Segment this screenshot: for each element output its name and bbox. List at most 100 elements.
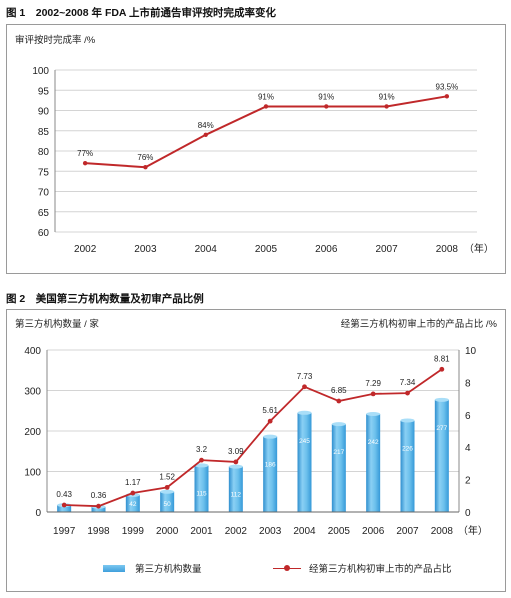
- x-tick-label: 2003: [134, 244, 157, 255]
- data-label: 91%: [379, 92, 395, 101]
- bar-value-label: 50: [164, 501, 172, 508]
- x-tick-label: 2006: [362, 526, 385, 537]
- ratio-point: [199, 457, 204, 463]
- y-tick-label: 60: [38, 228, 50, 239]
- figure1-line-chart: 60 65 70 75 80 85 90 95 100 2002 2003 2004 2005 2006 2…: [32, 66, 494, 255]
- bar-value-label: 186: [265, 462, 276, 469]
- legend-bar-label: 第三方机构数量: [135, 564, 202, 575]
- y-tick-label: 75: [38, 167, 50, 178]
- x-tick-label: 1997: [53, 526, 76, 537]
- ratio-point: [370, 391, 376, 397]
- figure1-title: 图 1 2002~2008 年 FDA 上市前通告审评按时完成率变化: [6, 7, 277, 19]
- y-tick-label: 90: [38, 107, 50, 118]
- ratio-point: [439, 366, 445, 372]
- left-y-tick-label: 400: [24, 346, 41, 357]
- ratio-label: 8.81: [434, 354, 450, 363]
- bar-value-label: 242: [368, 439, 379, 446]
- bar-value-label: 245: [299, 438, 310, 445]
- legend-item-line: 经第三方机构初审上市的产品占比: [273, 561, 452, 575]
- right-y-tick-label: 0: [465, 508, 471, 519]
- ratio-line: [64, 368, 443, 508]
- data-point: [324, 104, 329, 109]
- ratio-point: [61, 502, 67, 508]
- ratio-label: 7.34: [400, 378, 416, 387]
- figure2-combo-chart: 0100200300400024681017134250115112186245…: [24, 346, 488, 537]
- x-tick-label: 2008: [431, 526, 454, 537]
- data-label: 91%: [258, 92, 274, 101]
- left-y-tick-label: 0: [35, 508, 41, 519]
- data-point: [384, 104, 389, 109]
- bar-value-label: 217: [333, 449, 344, 456]
- bar: [331, 424, 346, 512]
- bar: [366, 413, 381, 512]
- figure2-title: 图 2 美国第三方机构数量及初审产品比例: [6, 293, 204, 305]
- ratio-point: [336, 398, 342, 404]
- bar-top: [228, 464, 243, 469]
- left-y-tick-label: 100: [24, 468, 41, 479]
- bar-top: [194, 463, 209, 468]
- legend-item-bar: 第三方机构数量: [103, 561, 202, 575]
- bar-value-label: 277: [436, 425, 447, 432]
- x-tick-label: 2004: [293, 526, 316, 537]
- bar: [434, 399, 449, 512]
- bar: [228, 466, 243, 512]
- ratio-label: 7.29: [365, 379, 381, 388]
- data-label: 77%: [77, 149, 93, 158]
- data-point: [143, 165, 148, 170]
- data-point: [82, 160, 88, 166]
- y-tick-label: 80: [38, 147, 50, 158]
- x-tick-label: 2006: [315, 244, 338, 255]
- ratio-label: 0.43: [56, 490, 72, 499]
- left-y-tick-label: 200: [24, 427, 41, 438]
- bar-top: [160, 489, 175, 494]
- right-y-tick-label: 4: [465, 443, 471, 454]
- bar-top: [400, 418, 415, 423]
- y-tick-label: 65: [38, 208, 50, 219]
- data-point: [203, 132, 208, 137]
- bar: [400, 420, 415, 512]
- x-tick-label: 1998: [87, 526, 110, 537]
- bar-top: [263, 434, 278, 439]
- legend-line-swatch: [273, 564, 301, 573]
- data-point: [263, 104, 269, 109]
- x-tick-label: 2001: [190, 526, 213, 537]
- ratio-label: 5.61: [262, 406, 278, 415]
- ratio-point: [96, 503, 101, 509]
- y-tick-label: 70: [38, 188, 50, 199]
- x-tick-label: 2007: [396, 526, 419, 537]
- x-tick-label: 2004: [195, 244, 218, 255]
- bar: [91, 506, 106, 512]
- bar: [57, 505, 72, 512]
- x-tick-label: 1999: [122, 526, 145, 537]
- figure2-panel: 第三方机构数量 / 家 经第三方机构初审上市的产品占比 /% 0 100 200 30…: [6, 309, 506, 592]
- data-label: 91%: [318, 92, 334, 101]
- figure1-y-axis-title: 审评按时完成率 /%: [15, 35, 96, 46]
- y-tick-label: 100: [32, 66, 49, 77]
- x-tick-label: 2002: [225, 526, 248, 537]
- x-axis-unit: （年）: [464, 242, 494, 255]
- figure2-left-axis-title: 第三方机构数量 / 家: [15, 319, 99, 330]
- x-tick-label: 2002: [74, 244, 97, 255]
- bar: [297, 412, 312, 512]
- bar-top: [434, 397, 449, 402]
- ratio-label: 0.36: [91, 491, 107, 500]
- ratio-point: [164, 484, 170, 490]
- ratio-label: 3.2: [196, 445, 208, 454]
- bar-value-label: 226: [402, 445, 413, 452]
- bar: [263, 436, 278, 512]
- ratio-label: 7.73: [297, 372, 313, 381]
- bar-value-label: 112: [231, 492, 242, 499]
- right-y-tick-label: 6: [465, 411, 471, 422]
- ratio-label: 6.85: [331, 386, 347, 395]
- x-tick-label: 2007: [375, 244, 398, 255]
- figure2-right-axis-title: 经第三方机构初审上市的产品占比 /%: [340, 319, 497, 330]
- data-label: 93.5%: [436, 82, 459, 91]
- right-y-tick-label: 2: [465, 476, 471, 487]
- x-tick-label: 2008: [436, 244, 459, 255]
- x-tick-label: 2005: [328, 526, 351, 537]
- bar: [194, 465, 209, 512]
- ratio-label: 1.17: [125, 478, 141, 487]
- ratio-point: [405, 390, 410, 396]
- y-tick-label: 85: [38, 127, 50, 138]
- data-label: 76%: [137, 153, 153, 162]
